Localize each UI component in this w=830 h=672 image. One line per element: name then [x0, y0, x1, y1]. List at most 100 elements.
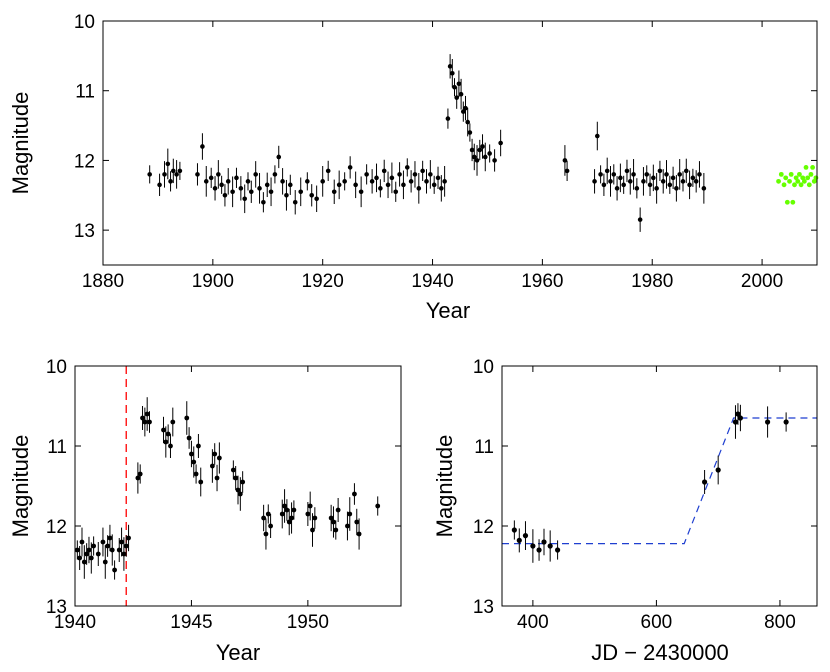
bottom-left-data-point	[307, 503, 313, 509]
bottom-left-axis-ticks: 1940 1945 1950 10 11 12 13	[46, 357, 401, 633]
top-data-point	[439, 186, 444, 191]
top-data-point	[320, 179, 325, 184]
top-data-point	[309, 192, 315, 198]
top-y-axis-title: Magnitude	[8, 92, 33, 195]
bottom-left-data-point	[189, 451, 194, 457]
bottom-left-data-point	[240, 479, 246, 485]
top-data-point	[162, 172, 167, 177]
top-data-point	[480, 144, 485, 149]
top-data-point	[342, 179, 347, 184]
bottom-right-data-point	[536, 547, 542, 553]
bottom-left-data-point	[233, 475, 239, 481]
top-data-point	[393, 189, 399, 195]
bottom-right-data-point	[735, 411, 741, 417]
bottom-left-data-point	[144, 411, 150, 417]
bottom-left-data-point	[95, 551, 101, 557]
bottom-right-data-point	[764, 419, 771, 425]
top-data-point	[203, 179, 209, 184]
top-x-tick-label: 1980	[631, 271, 673, 292]
bottom-left-data-point	[74, 547, 80, 553]
bottom-left-data-point	[168, 443, 173, 449]
bottom-left-data-point	[354, 519, 360, 525]
bottom-left-data-point	[230, 467, 236, 473]
top-x-tick-label: 1920	[302, 271, 344, 292]
top-data-point	[595, 133, 600, 139]
bottom-left-data-marks	[74, 366, 381, 606]
top-y-tick-label: 10	[74, 12, 95, 33]
top-data-point	[245, 179, 251, 184]
top-data-point	[428, 172, 433, 177]
top-data-point	[431, 182, 437, 188]
bottom-left-data-point	[109, 547, 115, 553]
bottom-left-data-point	[291, 507, 297, 513]
bottom-left-data-point	[191, 459, 197, 465]
top-data-point	[454, 95, 460, 100]
top-data-point	[601, 182, 607, 188]
top-recent-data-point	[803, 165, 809, 170]
top-data-point	[452, 84, 457, 90]
bottom-left-data-point	[119, 539, 124, 545]
bottom-left-data-point	[268, 523, 273, 529]
bottom-right-data-point	[701, 479, 708, 485]
bottom-right-plot-frame	[501, 365, 818, 607]
bottom-left-data-point	[261, 515, 267, 521]
top-data-marks	[147, 54, 819, 232]
bottom-right-data-point	[737, 415, 744, 421]
top-data-point	[637, 217, 643, 222]
top-panel: 1880 1900 1920 1940 1960 1980 2000 10 11 12 13 Yea…	[8, 12, 819, 323]
bottom-left-data-point	[282, 503, 287, 509]
bottom-left-data-point	[216, 455, 222, 461]
bottom-left-data-point	[375, 503, 381, 509]
top-data-point	[598, 172, 603, 177]
top-data-point	[435, 175, 441, 181]
top-data-point	[634, 186, 640, 191]
bottom-left-data-point	[112, 567, 117, 573]
top-data-point	[253, 172, 258, 177]
top-data-point	[463, 105, 468, 111]
top-data-point	[216, 172, 221, 177]
top-data-point	[358, 189, 364, 195]
top-data-point	[660, 179, 666, 184]
bottom-right-x-tick-label: 800	[764, 612, 796, 633]
top-data-point	[604, 168, 610, 174]
top-data-point	[562, 158, 568, 163]
bottom-left-data-point	[198, 479, 204, 485]
bottom-left-data-point	[79, 539, 85, 545]
top-recent-data-point	[806, 182, 812, 188]
bottom-left-data-point	[328, 515, 334, 521]
top-data-point	[467, 130, 473, 135]
top-data-point	[647, 182, 653, 188]
top-data-point	[683, 168, 689, 174]
bottom-right-data-point	[554, 547, 561, 553]
bottom-right-y-tick-label: 10	[473, 357, 494, 378]
top-data-point	[618, 175, 623, 181]
top-data-point	[336, 182, 342, 188]
bottom-left-y-tick-label: 11	[47, 437, 67, 458]
top-x-tick-label: 1900	[192, 271, 234, 292]
top-data-point	[447, 64, 453, 69]
bottom-right-panel: 400 600 800 10 11 12 13 JD − 2430000 Magnitude	[432, 357, 818, 665]
top-recent-data-point	[810, 165, 816, 170]
bottom-left-data-point	[165, 431, 171, 437]
top-recent-data-point	[797, 171, 802, 177]
bottom-right-y-tick-label: 12	[473, 517, 494, 538]
top-data-point	[287, 182, 293, 188]
top-data-point	[381, 168, 387, 174]
top-data-point	[230, 189, 235, 195]
top-data-point	[331, 189, 337, 195]
top-x-tick-label: 1880	[82, 271, 124, 292]
bottom-right-y-tick-label: 11	[474, 437, 494, 458]
bottom-right-data-point	[547, 543, 553, 549]
bottom-left-data-point	[163, 439, 169, 445]
top-data-point	[208, 175, 214, 181]
top-data-point	[389, 175, 395, 181]
bottom-right-data-point	[732, 419, 739, 425]
top-x-axis-title: Year	[426, 298, 470, 323]
top-data-point	[385, 182, 391, 188]
top-data-point	[670, 175, 676, 181]
top-data-point	[482, 154, 488, 160]
bottom-left-data-point	[77, 555, 83, 561]
top-data-point	[614, 186, 620, 191]
bottom-left-data-point	[263, 531, 269, 537]
bottom-left-data-point	[209, 463, 215, 469]
